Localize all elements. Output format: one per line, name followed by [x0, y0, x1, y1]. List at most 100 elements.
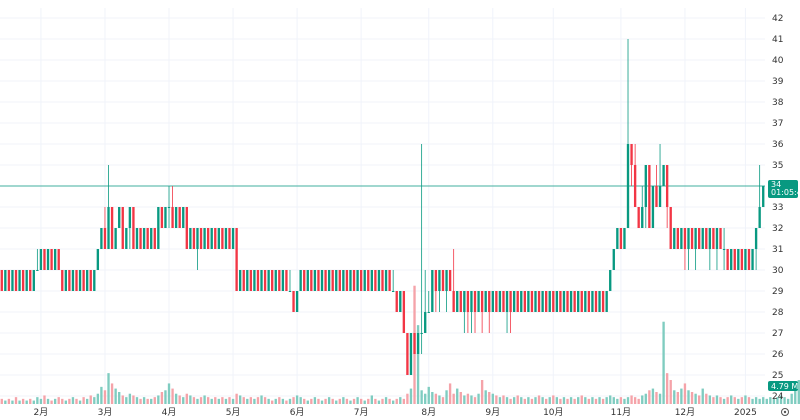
candle-body [235, 228, 238, 291]
y-tick-label: 39 [772, 77, 784, 87]
gear-icon-ring[interactable] [781, 408, 789, 416]
candle-body [730, 249, 733, 270]
candle-body [18, 270, 21, 291]
candle-body [673, 228, 676, 249]
volume-bar [463, 395, 466, 404]
candle-body [327, 270, 331, 291]
volume-bar [484, 390, 487, 404]
candle-body [722, 249, 726, 250]
candle-body [715, 228, 719, 249]
volume-bar [512, 397, 516, 404]
volume-bar [246, 398, 249, 404]
candle-body [317, 270, 320, 291]
volume-bar [637, 398, 640, 404]
volume-bar [174, 393, 178, 404]
volume-bar [399, 397, 402, 404]
volume-bar [395, 398, 398, 404]
time-axis[interactable]: 2月 3月 4月 5月 6月 7月 8月 9月 10月 11月 12月 2025 [34, 407, 757, 418]
candle-body [448, 270, 452, 291]
candle-body [395, 291, 398, 312]
volume-bar [498, 397, 502, 404]
volume-bar [359, 398, 363, 404]
volume-bar [235, 393, 238, 404]
volume-bar [402, 398, 406, 404]
candle-body [555, 291, 559, 312]
volume-bar [125, 397, 128, 404]
volume-bar [733, 397, 736, 404]
volume-bar [726, 397, 729, 404]
y-tick-label: 37 [772, 119, 783, 129]
volume-bar [477, 393, 480, 404]
volume-bar [641, 395, 644, 404]
candle-body [278, 270, 281, 291]
candle-body [480, 291, 484, 312]
candle-body [182, 207, 185, 228]
volume-bar [239, 395, 242, 404]
volume-bar [11, 400, 14, 404]
gear-icon-hub[interactable] [783, 410, 787, 414]
candle-body [203, 228, 206, 249]
volume-bar [434, 393, 438, 404]
volume-bar [256, 397, 260, 404]
x-tick-label: 3月 [98, 407, 113, 418]
candle-body [306, 270, 309, 291]
volume-bar [580, 395, 583, 404]
volume-bar [694, 393, 697, 404]
y-tick-label: 26 [772, 350, 784, 360]
candle-body [747, 249, 751, 270]
candle-body [384, 270, 388, 291]
volume-bar [623, 398, 626, 404]
volume-bar [772, 398, 776, 404]
gear-icon[interactable] [781, 408, 789, 416]
candle-body [712, 228, 715, 249]
volume-bar [612, 397, 615, 404]
candle-body [292, 291, 295, 312]
candle-body [409, 333, 413, 375]
candle-body [132, 207, 135, 249]
candle-body [534, 291, 537, 312]
volume-bar [78, 400, 82, 404]
volume-bar [527, 397, 530, 404]
volume-bar [86, 398, 89, 404]
volume-bar [569, 397, 573, 404]
candle-body [61, 270, 64, 291]
volume-bar [559, 398, 562, 404]
volume-bar [626, 397, 630, 404]
volume-bar [633, 397, 637, 404]
volume-bar [744, 395, 747, 404]
candle-body [512, 291, 516, 312]
volume-bar [271, 400, 274, 404]
candle-body [206, 228, 210, 249]
candle-body [491, 291, 494, 312]
volume-bar [456, 388, 459, 404]
candle-body [416, 333, 420, 354]
candle-body [648, 165, 651, 228]
candle-body [7, 270, 11, 291]
volume-bar [523, 398, 526, 404]
volume-bar [231, 398, 235, 404]
candle-body [434, 270, 438, 291]
volume-bar [730, 395, 733, 404]
candle-body [192, 228, 196, 249]
y-tick-label: 25 [772, 371, 783, 381]
volume-bar [46, 398, 50, 404]
volume-bar [103, 390, 107, 404]
volume-bar [587, 398, 591, 404]
candle-body [690, 228, 694, 249]
volume-bar [189, 395, 192, 404]
volume-bar [562, 397, 566, 404]
candle-body [174, 207, 178, 228]
candle-body [75, 270, 78, 291]
candle-body [758, 207, 761, 228]
candle-body [107, 207, 110, 249]
candle-body [530, 291, 534, 312]
candle-body [665, 165, 669, 207]
candle-body [562, 291, 566, 312]
volume-bar [644, 393, 647, 404]
volume-bar [43, 395, 46, 404]
price-axis[interactable]: 24 25 26 27 28 29 30 31 32 33 34 35 36 37 38 39 40 41 42 [772, 14, 784, 402]
volume-bar [388, 398, 391, 404]
y-tick-label: 38 [772, 98, 784, 108]
volume-bar [605, 397, 608, 404]
